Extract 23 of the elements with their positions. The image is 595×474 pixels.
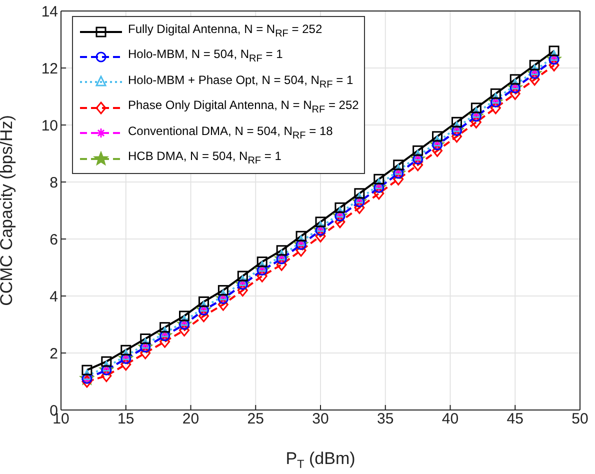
x-tick-label: 30 [312, 410, 329, 428]
y-tick-label: 12 [41, 60, 58, 78]
y-tick-label: 14 [41, 3, 58, 20]
x-tick-label: 50 [572, 410, 588, 428]
y-axis-title: CCMC Capacity (bps/Hz) [0, 115, 16, 306]
x-tick-label: 15 [118, 410, 134, 428]
legend-label: Fully Digital Antenna, N = N$_{RF}$ = 252 [128, 21, 322, 42]
y-tick-label: 4 [50, 288, 58, 306]
legend-label: HCB DMA, N = 504, N$_{RF}$ = 1 [128, 148, 282, 168]
legend-label: Conventional DMA, N = 504, N$_{RF}$ = 18 [128, 122, 333, 143]
y-tick-label: 8 [50, 174, 58, 192]
y-tick-label: 10 [41, 117, 58, 134]
x-tick-label: 40 [442, 410, 459, 428]
legend-label: Holo-MBM, N = 504, N$_{RF}$ = 1 [128, 46, 283, 67]
legend-label: Phase Only Digital Antenna, N = N$_{RF}$ = 252 [128, 97, 359, 118]
x-tick-label: 25 [247, 410, 264, 428]
x-tick-label: 35 [377, 410, 394, 428]
y-tick-label: 2 [50, 345, 58, 362]
y-tick-label: 6 [50, 231, 58, 248]
x-tick-label: 20 [182, 410, 200, 428]
x-axis-title: P$_{T}$ (dBm) [286, 449, 356, 471]
legend-label: Holo-MBM + Phase Opt, N = 504, N$_{RF}$ = 1 [128, 72, 354, 92]
x-tick-label: 45 [506, 410, 524, 428]
